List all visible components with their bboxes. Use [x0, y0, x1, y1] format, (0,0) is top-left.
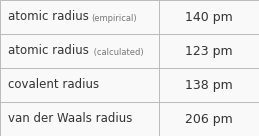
Text: (calculated): (calculated) [91, 48, 144, 57]
Text: 206 pm: 206 pm [185, 112, 233, 126]
Text: 138 pm: 138 pm [185, 78, 233, 92]
Text: 140 pm: 140 pm [185, 10, 233, 24]
Text: 123 pm: 123 pm [185, 44, 233, 58]
Text: (empirical): (empirical) [91, 14, 137, 23]
Text: atomic radius: atomic radius [8, 44, 89, 58]
Text: covalent radius: covalent radius [8, 78, 99, 92]
Text: atomic radius: atomic radius [8, 10, 89, 24]
Text: van der Waals radius: van der Waals radius [8, 112, 132, 126]
